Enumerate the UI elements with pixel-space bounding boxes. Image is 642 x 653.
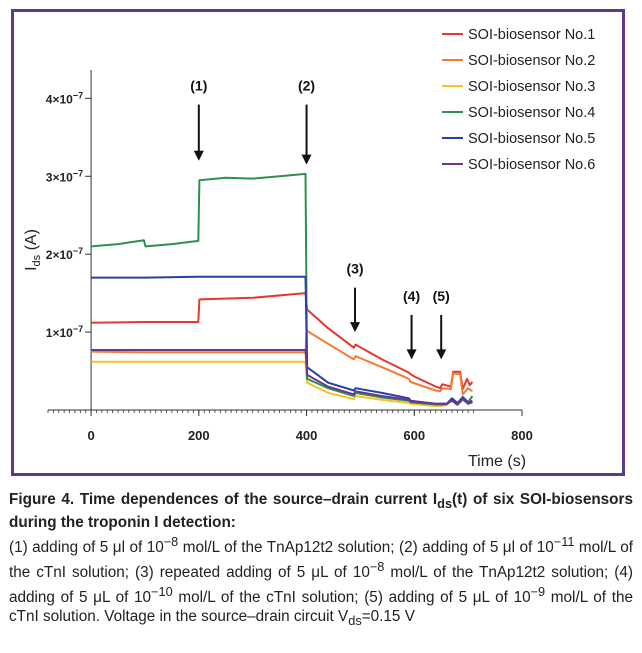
legend: SOI-biosensor No.1 SOI-biosensor No.2 SOI-… [442, 27, 595, 173]
time-dependence-chart: 0 200 400 600 800 1×10−7 2×10−7 3×10−7 4×10−7 (1… [23, 27, 595, 470]
annotations: (1) (2) (3) (4) (5) [190, 78, 450, 360]
y-tick-label: 1×10−7 [46, 324, 83, 340]
y-axis-label: Ids (A) [23, 229, 43, 271]
x-tick-label: 800 [511, 428, 533, 443]
series-line-6 [91, 349, 473, 406]
y-tick-label: 4×10−7 [46, 90, 83, 106]
axes: 0 200 400 600 800 1×10−7 2×10−7 3×10−7 4×10−7 [46, 70, 533, 443]
y-tick-label: 3×10−7 [46, 168, 83, 184]
legend-label: SOI-biosensor No.3 [468, 79, 595, 95]
figure-caption: Figure 4. Time dependences of the source… [9, 490, 633, 630]
x-tick-label: 0 [87, 428, 94, 443]
annotation-label: (5) [433, 288, 450, 304]
x-axis-label: Time (s) [468, 453, 526, 470]
annotation-arrow-head [301, 154, 312, 165]
annotation-arrow-head [193, 150, 204, 161]
x-tick-label: 400 [296, 428, 318, 443]
annotation-arrow-head [436, 349, 447, 360]
caption-title: Figure 4. Time dependences of the source… [9, 491, 633, 532]
annotation-label: (4) [403, 288, 420, 304]
legend-label: SOI-biosensor No.5 [468, 131, 595, 147]
series-line-2 [91, 329, 473, 396]
annotation-label: (1) [190, 78, 207, 94]
annotation-label: (3) [346, 261, 363, 277]
y-tick-label: 2×10−7 [46, 246, 83, 262]
legend-label: SOI-biosensor No.4 [468, 105, 595, 121]
legend-label: SOI-biosensor No.1 [468, 27, 595, 43]
legend-label: SOI-biosensor No.2 [468, 53, 595, 69]
caption-body: (1) adding of 5 μl of 10−8 mol/L of the … [9, 534, 633, 629]
legend-label: SOI-biosensor No.6 [468, 157, 595, 173]
series-line-5 [91, 275, 473, 405]
series-layer [91, 172, 474, 408]
figure-frame [11, 9, 625, 476]
annotation-arrow-head [350, 322, 361, 333]
x-tick-label: 600 [403, 428, 425, 443]
series-line-1 [91, 292, 474, 390]
annotation-arrow-head [406, 349, 417, 360]
annotation-label: (2) [298, 78, 315, 94]
x-tick-label: 200 [188, 428, 210, 443]
